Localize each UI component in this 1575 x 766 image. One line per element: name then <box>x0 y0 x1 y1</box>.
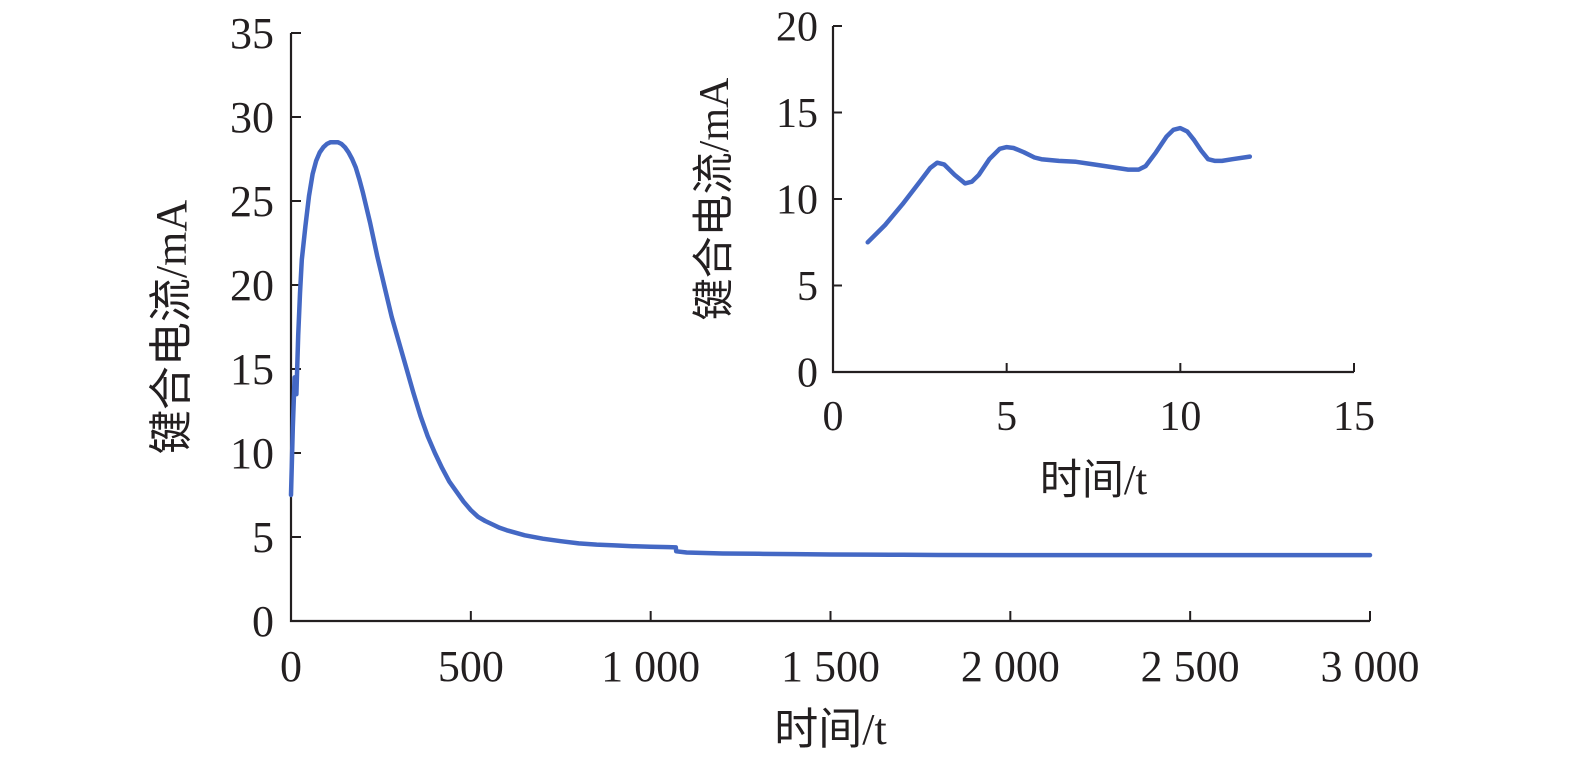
inset-axes <box>831 26 1354 374</box>
main-plot: 0 500 1 000 1 500 2 000 2 500 3 00005101520253… <box>147 9 1420 754</box>
inset-y-tick-label: 15 <box>776 91 818 137</box>
main-x-tick-label: 3 000 <box>1321 642 1420 691</box>
main-x-tick-label: 0 <box>280 642 302 691</box>
main-x-tick-label: 2 500 <box>1141 642 1240 691</box>
main-x-tick-label: 2 000 <box>961 642 1060 691</box>
inset-series-line <box>865 125 1253 245</box>
main-y-tick-label: 30 <box>230 93 274 142</box>
inset-x-tick-label: 5 <box>996 394 1017 440</box>
inset-x-tick-label: 0 <box>823 394 844 440</box>
main-series-line <box>288 139 1373 558</box>
inset-y-axis-label: 键合电流/mA <box>692 77 738 320</box>
main-y-tick-label: 20 <box>230 261 274 310</box>
inset-y-tick-label: 0 <box>797 350 818 396</box>
inset-y-tick-label: 5 <box>797 264 818 310</box>
inset-x-axis-label: 时间/t <box>1040 458 1148 504</box>
main-y-tick-label: 10 <box>230 429 274 478</box>
main-y-tick-label: 35 <box>230 9 274 58</box>
main-axes <box>289 33 1370 623</box>
main-y-tick-label: 25 <box>230 177 274 226</box>
main-x-tick-label: 1 000 <box>601 642 700 691</box>
inset-x-tick-label: 15 <box>1333 394 1375 440</box>
main-x-tick-label: 500 <box>438 642 504 691</box>
main-y-tick-label: 15 <box>230 345 274 394</box>
inset-plot: 0 5 10 15 0 5 10 15 20 时间/t 键合电流/mA <box>692 4 1375 504</box>
main-y-tick-label: 5 <box>252 513 274 562</box>
main-y-axis-label: 键合电流/mA <box>147 200 196 454</box>
main-x-tick-label: 1 500 <box>781 642 880 691</box>
inset-y-tick-label: 10 <box>776 177 818 223</box>
inset-x-tick-label: 10 <box>1159 394 1201 440</box>
main-y-tick-label: 0 <box>252 597 274 646</box>
main-x-axis-label: 时间/t <box>774 705 886 754</box>
inset-y-tick-label: 20 <box>776 4 818 50</box>
